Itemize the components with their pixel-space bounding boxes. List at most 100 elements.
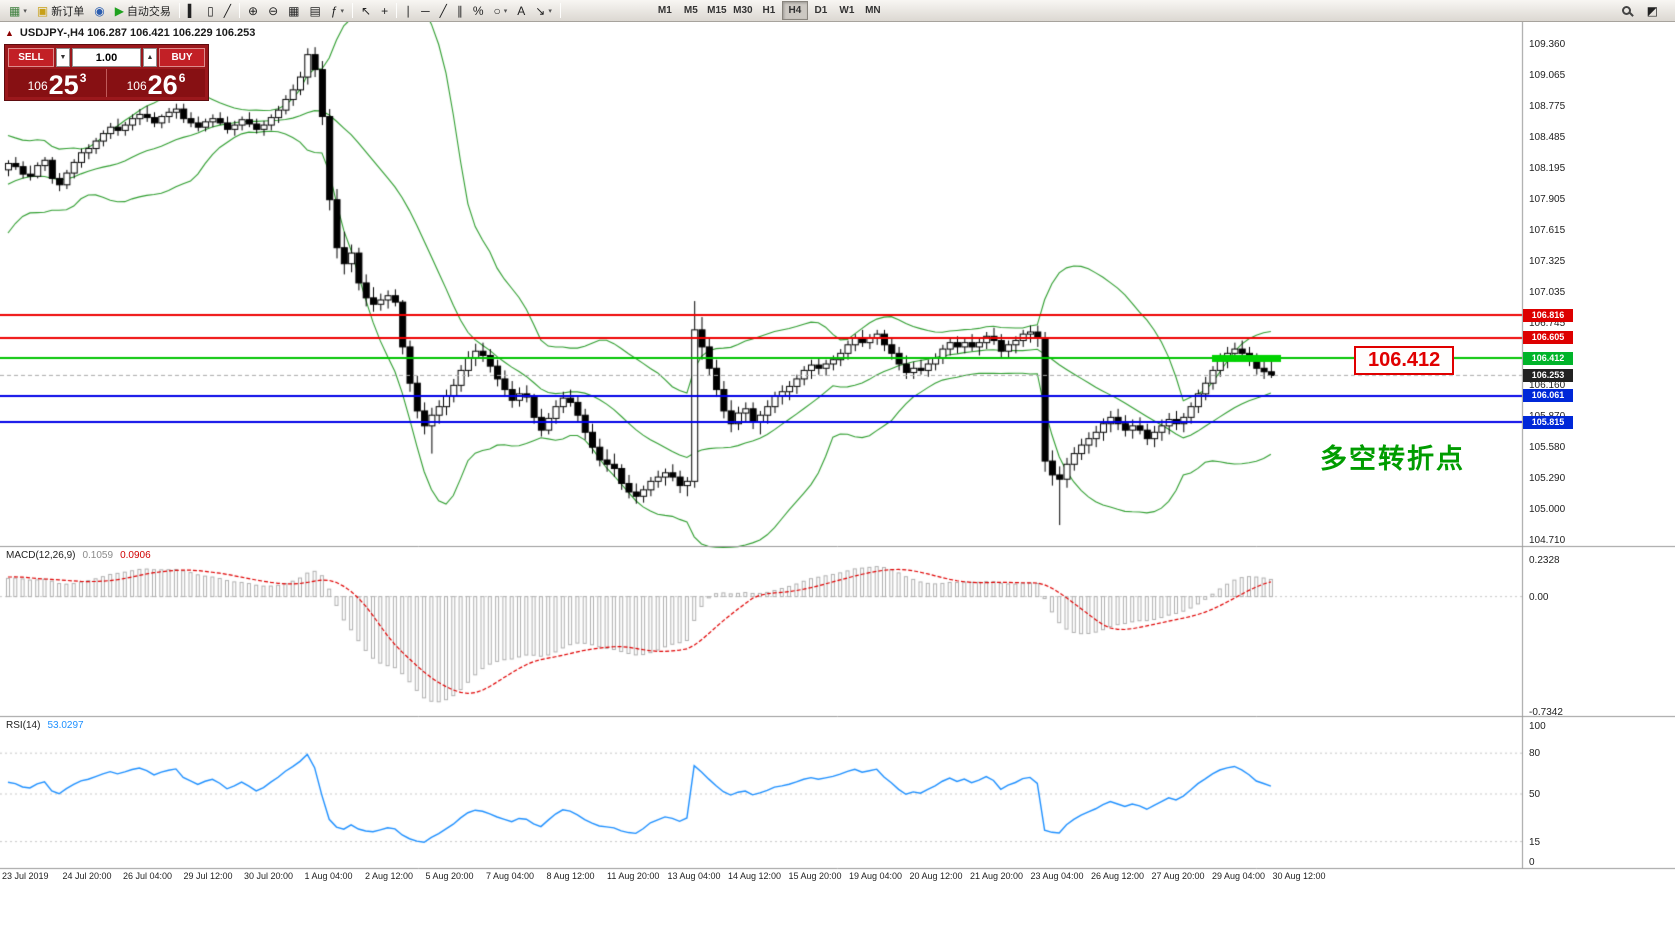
market-watch-button-icon: ◉ — [94, 3, 105, 18]
tile-windows-button[interactable]: ▦ — [283, 1, 304, 20]
text-button[interactable]: A — [512, 1, 530, 20]
autotrading-button[interactable]: ▶ 自动交易 — [110, 1, 176, 20]
price-axis-label: 107.905 — [1529, 194, 1566, 206]
timeframe-h1[interactable]: H1 — [756, 1, 782, 20]
macd-axis-label: -0.7342 — [1529, 707, 1563, 719]
main-toolbar: ▦ ▾ ▣ 新订单 ◉ ▶ 自动交易 ▍ ▯ ╱ ⊕ ⊖ ▦ ▤ ƒ ▾ ↖ + ∣ ─ ╱ ∥% ○ ▾ A ↘ ▾ M1 M5 M15… — [0, 0, 1675, 22]
rsi-indicator-label: RSI(14) 53.0297 — [6, 720, 84, 731]
cursor-button[interactable]: ↖ — [356, 1, 376, 20]
line-chart-button-icon: ╱ — [223, 3, 231, 18]
timeframe-w1[interactable]: W1 — [834, 1, 860, 20]
chart-title: ▲ USDJPY-,H4 106.287 106.421 106.229 106… — [5, 27, 255, 39]
search-icon — [1621, 6, 1631, 15]
channel-button[interactable]: ∥ — [452, 1, 468, 20]
price-axis-label: 109.065 — [1529, 70, 1566, 82]
time-axis-label: 29 Aug 04:00 — [1212, 871, 1266, 881]
new-chart-button-icon: ▦ — [9, 3, 21, 18]
time-axis-label: 11 Aug 20:00 — [607, 871, 660, 881]
macd-main-value: 0.1059 — [82, 550, 114, 561]
shapes-button[interactable]: ○ ▾ — [489, 1, 513, 20]
fibonacci-button[interactable]: % — [468, 1, 489, 20]
oct-collapse-icon[interactable]: ▲ — [5, 28, 14, 38]
rsi-axis-label: 80 — [1529, 748, 1541, 760]
buy-price[interactable]: 106 26 6 — [107, 69, 205, 100]
time-axis-label: 29 Jul 12:00 — [183, 871, 233, 881]
vertical-line-button[interactable]: ∣ — [400, 1, 416, 20]
new-order-button[interactable]: ▣ 新订单 — [32, 1, 89, 20]
bar-chart-button-icon: ▍ — [187, 3, 198, 18]
volume-input[interactable] — [72, 48, 141, 67]
time-axis-label: 5 Aug 20:00 — [425, 871, 474, 881]
buy-button[interactable]: BUY — [159, 48, 205, 67]
crosshair-button[interactable]: + — [376, 1, 393, 20]
zoom-in-button-icon: ⊕ — [248, 3, 259, 18]
price-axis-label: 104.710 — [1529, 535, 1566, 546]
community-button[interactable]: ◩ — [1642, 1, 1663, 20]
timeframe-m30[interactable]: M30 — [730, 1, 756, 20]
arrows-button[interactable]: ↘ ▾ — [530, 1, 557, 20]
indicators-button-icon: ƒ — [330, 3, 338, 18]
bar-chart-button[interactable]: ▍ — [183, 1, 202, 20]
market-watch-button[interactable]: ◉ — [89, 1, 109, 20]
trendline-button[interactable]: ╱ — [435, 1, 452, 20]
time-axis-label: 30 Aug 12:00 — [1272, 871, 1326, 881]
timeframe-m5[interactable]: M5 — [678, 1, 704, 20]
new-order-button-label: 新订单 — [51, 5, 85, 18]
toolbar-right-group: ◩ — [1617, 1, 1671, 20]
timeframe-mn[interactable]: MN — [860, 1, 886, 20]
sell-button[interactable]: SELL — [8, 48, 54, 67]
chevron-down-icon: ▾ — [340, 7, 345, 15]
time-axis[interactable]: 23 Jul 2019 24 Jul 20:00 26 Jul 04:00 29 Ju… — [0, 869, 1522, 887]
price-axis-label: 108.775 — [1529, 101, 1566, 113]
price-axis-label: 106.745 — [1529, 317, 1566, 329]
volume-increase-button[interactable]: ▲ — [143, 48, 157, 67]
timeframe-toolbar: M1 M5 M15 M30 H1 H4 D1 W1 MN — [652, 1, 886, 20]
time-axis-label: 7 Aug 04:00 — [486, 871, 535, 881]
timeframe-m1[interactable]: M1 — [652, 1, 678, 20]
chart-canvas[interactable] — [0, 22, 1675, 946]
cursor-button-icon: ↖ — [361, 3, 372, 18]
fibonacci-button-icon: % — [472, 3, 484, 18]
price-axis-label: 107.615 — [1529, 225, 1566, 237]
vertical-line-button-icon: ∣ — [405, 3, 412, 18]
sell-price[interactable]: 106 25 3 — [8, 69, 107, 98]
horizontal-line-button-icon: ─ — [421, 3, 430, 18]
community-button-icon: ◩ — [1646, 3, 1658, 18]
buy-price-main: 26 — [147, 69, 178, 100]
zoom-in-button[interactable]: ⊕ — [243, 1, 263, 20]
horizontal-line-button[interactable]: ─ — [416, 1, 435, 20]
price-tag: 106.816 — [1523, 308, 1573, 322]
price-tag: 106.253 — [1523, 368, 1573, 382]
price-level-annotation: 106.412 — [1354, 346, 1455, 375]
toolbar-separator — [559, 3, 561, 18]
time-axis-label: 13 Aug 04:00 — [667, 871, 721, 881]
macd-axis-label: 0.00 — [1529, 591, 1549, 603]
timeframe-d1[interactable]: D1 — [808, 1, 834, 20]
new-order-button-icon: ▣ — [36, 3, 49, 18]
line-chart-button[interactable]: ╱ — [219, 1, 236, 20]
auto-arrange-button[interactable]: ▤ — [304, 1, 325, 20]
volume-decrease-button[interactable]: ▼ — [56, 48, 70, 67]
new-chart-button[interactable]: ▦ ▾ — [4, 1, 32, 20]
toolbar-separator — [352, 3, 354, 18]
price-axis[interactable]: 109.360 109.065 108.775 108.485 108.195 107.9… — [1523, 22, 1675, 882]
time-axis-label: 19 Aug 04:00 — [849, 871, 903, 881]
rsi-axis-label: 50 — [1529, 789, 1541, 800]
candlestick-chart-button[interactable]: ▯ — [202, 1, 219, 20]
zoom-out-button[interactable]: ⊖ — [263, 1, 283, 20]
indicators-button[interactable]: ƒ ▾ — [326, 1, 349, 20]
toolbar-separator — [178, 3, 180, 18]
buy-price-head: 106 — [126, 79, 147, 93]
price-tag: 106.061 — [1523, 389, 1573, 403]
price-axis-label: 107.035 — [1529, 287, 1566, 298]
timeframe-h4[interactable]: H4 — [781, 1, 808, 20]
time-axis-label: 23 Aug 04:00 — [1030, 871, 1084, 881]
timeframe-m15[interactable]: M15 — [704, 1, 730, 20]
autotrading-button-label: 自动交易 — [126, 5, 171, 18]
price-tag: 106.605 — [1523, 331, 1573, 345]
time-axis-label: 20 Aug 12:00 — [909, 871, 963, 881]
search-button[interactable] — [1617, 1, 1636, 20]
auto-arrange-button-icon: ▤ — [309, 3, 321, 18]
text-button-icon: A — [517, 3, 526, 18]
time-axis-label: 23 Jul 2019 — [2, 871, 49, 881]
